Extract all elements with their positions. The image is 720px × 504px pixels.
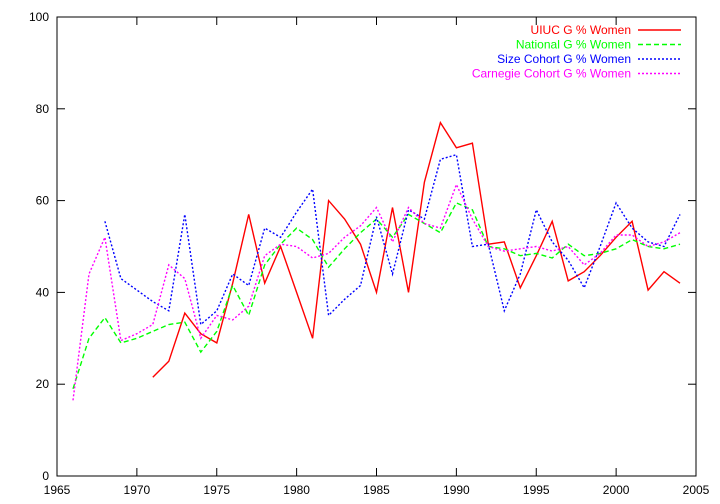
series-line-2 (72, 202, 681, 390)
series-lines (72, 120, 681, 401)
y-tick-label: 20 (36, 377, 50, 391)
axes: 1965 1970 1975 1980 1985 1990 1995 2000 2005 0 20 4… (29, 10, 710, 497)
plot-frame (56, 16, 697, 477)
y-tick-label: 100 (29, 10, 49, 24)
legend-label: National G % Women (516, 38, 631, 52)
legend-label: Carnegie Cohort G % Women (472, 67, 631, 81)
legend-label: UIUC G % Women (531, 23, 631, 37)
legend-label: Size Cohort G % Women (497, 52, 631, 66)
x-tick-label: 1970 (124, 483, 151, 497)
series-line-3 (104, 153, 681, 326)
x-tick-label: 1980 (283, 483, 310, 497)
x-tick-label: 1990 (443, 483, 470, 497)
y-tick-label: 40 (36, 285, 50, 299)
y-tick-label: 60 (36, 194, 50, 208)
x-tick-label: 1995 (523, 483, 550, 497)
x-tick-label: 1975 (203, 483, 230, 497)
y-tick-label: 80 (36, 102, 50, 116)
x-tick-label: 1985 (363, 483, 390, 497)
series-line-4 (72, 182, 681, 401)
series-line-1 (152, 120, 681, 378)
x-tick-label: 2005 (683, 483, 710, 497)
y-tick-label: 0 (42, 469, 49, 483)
x-tick-label: 1965 (44, 483, 71, 497)
x-tick-label: 2000 (603, 483, 630, 497)
